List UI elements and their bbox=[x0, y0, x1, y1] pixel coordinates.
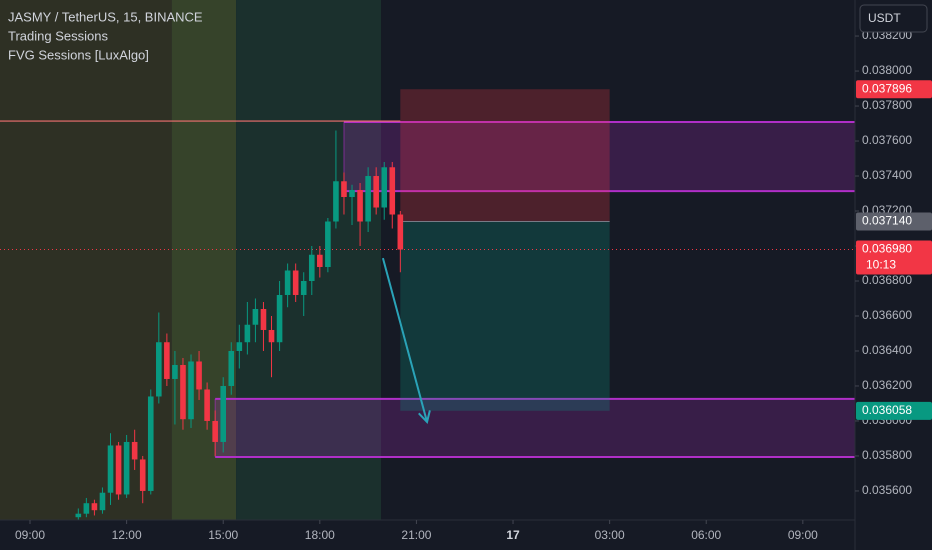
candle-body bbox=[212, 420, 218, 442]
y-tick-label: 0.037600 bbox=[862, 133, 912, 147]
chart-title: JASMY / TetherUS, 15, BINANCE bbox=[8, 9, 203, 24]
candle-body bbox=[317, 254, 323, 267]
candle-body bbox=[276, 294, 283, 343]
candle-body bbox=[107, 445, 114, 493]
stop-zone bbox=[400, 89, 610, 222]
candle-body bbox=[147, 396, 154, 491]
candle-body bbox=[325, 221, 331, 267]
candle-body bbox=[220, 385, 227, 442]
fvg-box bbox=[215, 398, 855, 458]
candle-body bbox=[131, 441, 138, 460]
candle-body bbox=[236, 342, 243, 351]
candle-body bbox=[115, 445, 122, 495]
candle-body bbox=[341, 181, 347, 198]
x-tick-label: 17 bbox=[506, 528, 520, 542]
x-tick-label: 21:00 bbox=[401, 528, 431, 542]
x-tick-label: 15:00 bbox=[208, 528, 238, 542]
arrow-shaft bbox=[381, 257, 429, 423]
indicator-name: Trading Sessions bbox=[8, 28, 108, 43]
candle-body bbox=[365, 176, 371, 222]
candle-body bbox=[204, 389, 210, 421]
candle-body bbox=[83, 503, 90, 514]
candle-body bbox=[164, 342, 170, 379]
overlay: 0.0356000.0358000.0360000.0362000.036400… bbox=[15, 28, 932, 542]
currency-label[interactable]: USDT bbox=[868, 11, 901, 25]
price-label: 0.037896 bbox=[862, 81, 912, 95]
price-label: 0.036058 bbox=[862, 403, 912, 417]
candle-body bbox=[91, 503, 98, 511]
candle-body bbox=[244, 324, 251, 343]
candle-body bbox=[139, 459, 146, 491]
candle-body bbox=[188, 361, 194, 420]
price-label-box bbox=[856, 80, 932, 99]
candle-body bbox=[196, 361, 202, 390]
candle-body bbox=[397, 214, 404, 250]
price-label: 0.037140 bbox=[862, 214, 912, 228]
candle-body bbox=[373, 176, 379, 208]
candle-body bbox=[333, 181, 339, 222]
y-tick-label: 0.036800 bbox=[862, 273, 912, 287]
indicator-name: FVG Sessions [LuxAlgo] bbox=[8, 47, 149, 62]
candle-body bbox=[228, 350, 235, 386]
x-tick-label: 18:00 bbox=[305, 528, 335, 542]
candle-body bbox=[260, 308, 267, 330]
y-tick-label: 0.037400 bbox=[862, 168, 912, 182]
y-tick-label: 0.035800 bbox=[862, 448, 912, 462]
candle-body bbox=[123, 441, 130, 495]
candle-body bbox=[180, 364, 186, 420]
candle-body bbox=[284, 270, 291, 295]
arrow-head bbox=[418, 410, 431, 425]
fvg-box bbox=[343, 121, 855, 192]
candle-body bbox=[75, 513, 82, 518]
price-label-box bbox=[856, 401, 932, 420]
x-tick-label: 09:00 bbox=[788, 528, 818, 542]
price-label-box bbox=[856, 240, 932, 275]
x-tick-label: 12:00 bbox=[112, 528, 142, 542]
x-tick-label: 03:00 bbox=[595, 528, 625, 542]
candle-body bbox=[156, 342, 162, 397]
candle-body bbox=[268, 329, 275, 343]
candle-body bbox=[292, 270, 299, 295]
price-label: 0.036980 bbox=[862, 242, 912, 256]
price-label-box bbox=[856, 212, 932, 231]
x-tick-label: 09:00 bbox=[15, 528, 45, 542]
candle-body bbox=[381, 167, 388, 208]
candle-body bbox=[172, 364, 178, 379]
y-tick-label: 0.036200 bbox=[862, 378, 912, 392]
y-tick-label: 0.037800 bbox=[862, 98, 912, 112]
plot-area bbox=[0, 0, 855, 520]
y-tick-label: 0.038000 bbox=[862, 63, 912, 77]
session-band bbox=[0, 0, 172, 520]
candle-body bbox=[389, 167, 396, 215]
y-tick-label: 0.035600 bbox=[862, 483, 912, 497]
candle-body bbox=[99, 492, 106, 511]
target-zone bbox=[400, 221, 610, 411]
session-band bbox=[236, 0, 382, 520]
candle-body bbox=[308, 254, 315, 281]
y-tick-label: 0.036600 bbox=[862, 308, 912, 322]
candle-body bbox=[300, 280, 307, 295]
countdown-label: 10:13 bbox=[866, 258, 896, 272]
candle-body bbox=[357, 190, 363, 222]
candle-body bbox=[252, 308, 259, 325]
x-tick-label: 06:00 bbox=[691, 528, 721, 542]
candle-body bbox=[349, 190, 355, 198]
currency-button[interactable] bbox=[859, 4, 928, 33]
y-tick-label: 0.036400 bbox=[862, 343, 912, 357]
